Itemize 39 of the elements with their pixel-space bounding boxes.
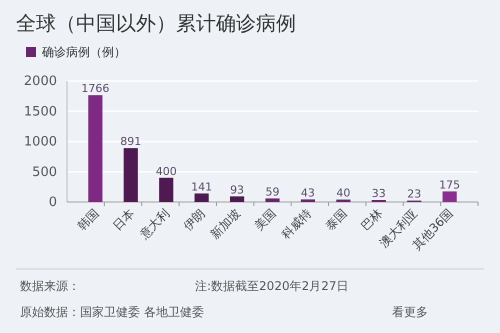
data-label: 400 (156, 164, 177, 178)
data-label: 175 (439, 178, 460, 192)
chart-title: 全球（中国以外）累计确诊病例 (16, 11, 296, 35)
x-tick-label: 科威特 (278, 206, 314, 242)
x-tick-label: 意大利 (136, 206, 172, 242)
x-tick-label: 伊朗 (180, 206, 208, 234)
x-tick-label: 新加坡 (208, 206, 244, 242)
x-tick-label: 日本 (110, 206, 137, 234)
y-tick-label: 1500 (24, 104, 57, 120)
bar (230, 196, 244, 202)
data-label: 43 (300, 186, 315, 200)
data-label: 891 (120, 135, 142, 148)
bar (265, 198, 280, 202)
data-label: 93 (230, 183, 244, 196)
bar (124, 148, 138, 202)
bar (194, 193, 209, 202)
y-tick-label: 1000 (24, 134, 57, 150)
data-label: 1766 (81, 82, 110, 96)
data-label: 33 (372, 187, 386, 200)
data-label: 23 (407, 188, 422, 201)
bar (88, 95, 102, 202)
legend-label: 确诊病例（例） (41, 45, 126, 59)
bar (300, 199, 316, 202)
source-note: 数据来源： (20, 279, 80, 293)
text: 原始数据：国家卫健委 各地卫健委 (20, 305, 204, 319)
y-tick-label: 2000 (24, 74, 57, 89)
x-tick-label: 美国 (252, 206, 279, 234)
bar (442, 191, 457, 202)
data-label: 59 (266, 185, 280, 198)
data-label: 141 (191, 180, 212, 194)
text: 看更多 (392, 305, 428, 319)
x-tick-label: 韩国 (74, 206, 102, 234)
data-label: 40 (336, 186, 350, 200)
y-tick-label: 500 (32, 164, 57, 180)
x-tick-label: 巴林 (358, 206, 385, 234)
bar (159, 178, 174, 202)
text: 注:数据截至2020年2月27日 (195, 279, 348, 293)
y-tick-label: 0 (48, 195, 57, 210)
x-tick-label: 泰国 (322, 206, 350, 234)
